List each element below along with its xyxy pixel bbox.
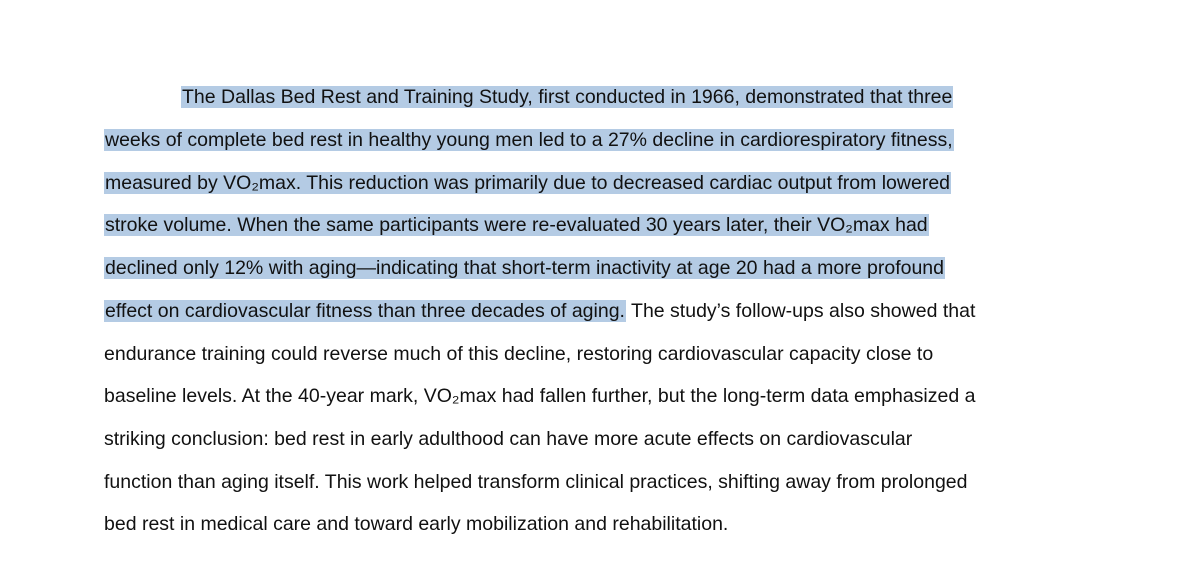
unselected-text[interactable]: bed rest in medical care and toward earl… [104,513,729,535]
selected-text[interactable]: measured by VO₂max. This reduction was p… [104,172,952,194]
selected-text[interactable]: declined only 12% with aging—indicating … [104,257,945,279]
unselected-text[interactable]: The study’s follow-ups also showed that [625,300,976,322]
paragraph-line-3: measured by VO₂max. This reduction was p… [104,169,952,197]
paragraph-line-6: effect on cardiovascular fitness than th… [104,297,975,325]
unselected-text[interactable]: endurance training could reverse much of… [104,343,934,365]
paragraph-line-7: endurance training could reverse much of… [104,340,933,368]
paragraph-line-5: declined only 12% with aging—indicating … [104,254,945,282]
paragraph-line-9: striking conclusion: bed rest in early a… [104,425,912,453]
selected-text[interactable]: weeks of complete bed rest in healthy yo… [104,129,954,151]
unselected-text[interactable]: function than aging itself. This work he… [104,471,968,493]
selected-text[interactable]: The Dallas Bed Rest and Training Study, … [181,86,954,108]
selected-text[interactable]: stroke volume. When the same participant… [104,214,929,236]
paragraph-line-2: weeks of complete bed rest in healthy yo… [104,126,954,154]
unselected-text[interactable]: baseline levels. At the 40-year mark, VO… [104,385,976,407]
paragraph-line-4: stroke volume. When the same participant… [104,211,929,239]
paragraph-line-10: function than aging itself. This work he… [104,468,967,496]
selected-text[interactable]: effect on cardiovascular fitness than th… [104,300,626,322]
unselected-text[interactable]: striking conclusion: bed rest in early a… [104,428,913,450]
paragraph-line-1: The Dallas Bed Rest and Training Study, … [181,83,954,111]
paragraph-line-11: bed rest in medical care and toward earl… [104,510,728,538]
paragraph-line-8: baseline levels. At the 40-year mark, VO… [104,382,975,410]
